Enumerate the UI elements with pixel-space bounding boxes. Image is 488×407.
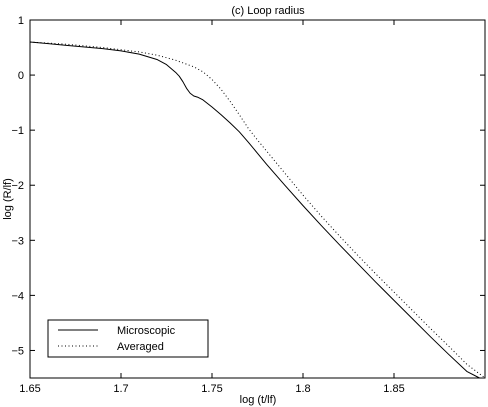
legend-label-microscopic: Microscopic xyxy=(117,325,176,337)
x-axis-title: log (t/lf) xyxy=(240,394,277,406)
plot-frame xyxy=(29,19,486,379)
y-axis-title: log (R/lf) xyxy=(2,178,14,220)
y-tick-label: −5 xyxy=(11,345,24,357)
x-tick-label: 1.75 xyxy=(201,383,222,395)
legend-label-averaged: Averaged xyxy=(117,341,164,353)
y-tick-label: −1 xyxy=(11,125,24,137)
x-tick-label: 1.7 xyxy=(113,383,128,395)
legend-box xyxy=(47,319,209,358)
x-tick-label: 1.8 xyxy=(295,383,310,395)
y-tick-label: 0 xyxy=(18,70,24,82)
axis-ticks: 1.65 1.7 1.75 1.8 1.85 1 0 −1 −2 −3 −4 −5 xyxy=(11,15,485,395)
y-tick-label: −3 xyxy=(11,235,24,247)
y-tick-label: −2 xyxy=(11,180,24,192)
y-tick-label: 1 xyxy=(18,15,24,27)
series-layer xyxy=(29,41,486,379)
x-tick-label: 1.65 xyxy=(19,383,40,395)
series-line-averaged xyxy=(29,41,486,379)
y-tick-label: −4 xyxy=(11,290,24,302)
x-tick-label: 1.85 xyxy=(383,383,404,395)
legend: Microscopic Averaged xyxy=(47,319,209,358)
series-line-microscopic xyxy=(29,41,480,379)
chart-title: (c) Loop radius xyxy=(231,5,305,17)
